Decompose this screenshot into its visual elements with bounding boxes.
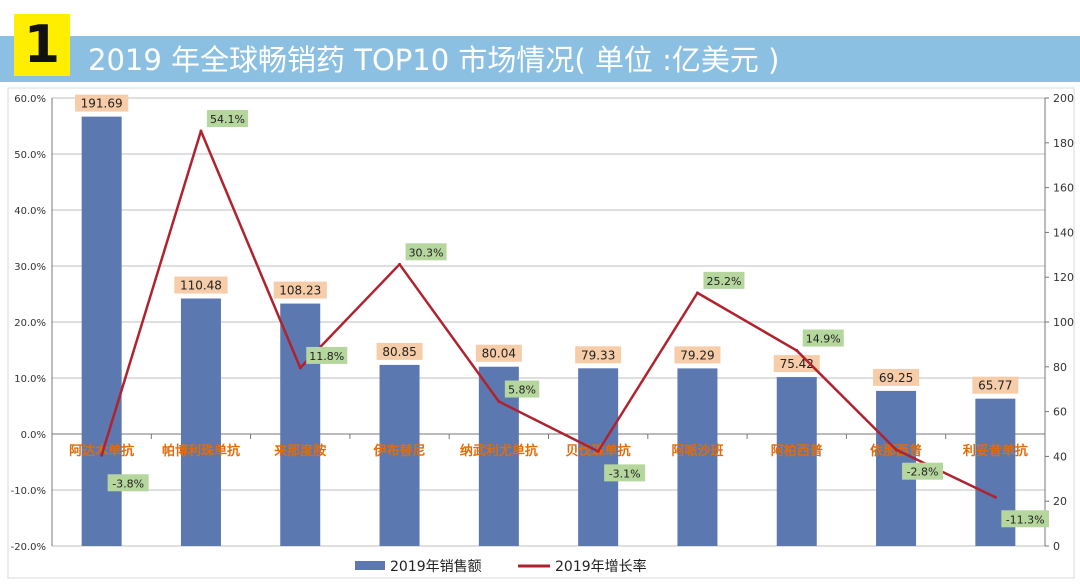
right-axis-tick-label: 80 <box>1053 361 1067 374</box>
category-label: 阿达木单抗 <box>69 443 134 459</box>
growth-rate-point <box>795 349 799 353</box>
line-value-label-bg <box>703 271 745 289</box>
left-axis-tick-label: -10.0% <box>11 486 46 497</box>
line-value-label-bg <box>902 462 944 480</box>
line-value-label: 25.2% <box>706 275 741 288</box>
bar-value-label-bg <box>674 346 721 364</box>
bar-value-label: 191.69 <box>81 97 123 111</box>
bar-value-label: 69.25 <box>879 371 913 385</box>
title-bar <box>0 36 1080 82</box>
right-axis-tick-label: 140 <box>1053 226 1074 239</box>
bar-value-label-bg <box>75 94 129 112</box>
line-value-label: 5.8% <box>508 384 536 397</box>
right-axis-tick-label: 40 <box>1053 450 1067 463</box>
category-label: 帕博利珠单抗 <box>162 443 240 459</box>
line-value-label: 11.8% <box>309 350 344 363</box>
line-value-label-bg <box>1001 510 1049 528</box>
line-value-label-bg <box>206 110 248 128</box>
header: 1 2019 年全球畅销药 TOP10 市场情况( 单位 :亿美元 ) <box>0 0 1080 86</box>
line-value-label: -2.8% <box>907 466 939 479</box>
line-value-label-bg <box>504 380 540 398</box>
growth-rate-point <box>199 129 203 133</box>
left-axis-tick-label: 10.0% <box>14 374 46 385</box>
growth-rate-point <box>497 400 501 404</box>
right-axis-tick-label: 20 <box>1053 495 1067 508</box>
legend-line-label: 2019年增长率 <box>555 558 647 575</box>
line-value-label-bg <box>107 474 149 492</box>
bar <box>280 303 321 546</box>
bar-value-label: 110.48 <box>180 279 222 293</box>
right-axis-tick-label: 0 <box>1053 540 1060 553</box>
right-axis-tick-label: 160 <box>1053 182 1074 195</box>
right-axis-tick-label: 180 <box>1053 137 1074 150</box>
left-axis-tick-label: 40.0% <box>14 206 46 217</box>
bar-value-label-bg <box>873 368 920 386</box>
growth-rate-point <box>596 449 600 453</box>
legend-bar-label: 2019年销售额 <box>390 559 482 575</box>
line-value-label: -11.3% <box>1006 513 1045 526</box>
bar-value-label-bg <box>376 342 423 360</box>
chart-frame <box>7 87 1075 579</box>
right-axis-tick-label: 60 <box>1053 406 1067 419</box>
left-axis-tick-label: 0.0% <box>21 430 46 441</box>
bar-value-label: 65.77 <box>978 379 1012 393</box>
bar-value-label: 80.85 <box>382 345 416 359</box>
bar-value-label-bg <box>174 276 228 294</box>
category-label: 伊布替尼 <box>373 443 426 459</box>
growth-rate-line <box>100 129 996 499</box>
bar-value-label: 79.29 <box>680 348 714 362</box>
category-label: 利妥昔单抗 <box>963 443 1028 459</box>
line-value-label: 14.9% <box>806 333 841 346</box>
line-value-label-bg <box>604 464 646 482</box>
bar <box>379 364 420 546</box>
growth-rate-point <box>100 453 104 457</box>
line-value-label: -3.8% <box>112 477 144 490</box>
line-value-label: 54.1% <box>210 113 245 126</box>
line-value-label: 30.3% <box>409 246 444 259</box>
category-label: 来那度胺 <box>273 443 326 459</box>
right-axis-tick-label: 120 <box>1053 271 1074 284</box>
bar-value-label-bg <box>972 376 1019 394</box>
line-value-label: -3.1% <box>609 467 641 480</box>
left-axis-tick-label: 20.0% <box>14 318 46 329</box>
line-value-label-bg <box>802 329 844 347</box>
bar-value-label: 108.23 <box>279 284 321 298</box>
bar <box>677 368 718 546</box>
growth-rate-point <box>298 366 302 370</box>
left-axis-tick-label: 60.0% <box>14 94 46 105</box>
line-value-label-bg <box>306 346 348 364</box>
category-label: 阿柏西普 <box>771 443 823 459</box>
growth-rate-point <box>695 291 699 295</box>
bar <box>776 377 817 546</box>
right-axis-tick-label: 100 <box>1053 316 1074 329</box>
growth-rate-point <box>993 495 997 499</box>
bar <box>578 368 619 546</box>
left-axis-tick-label: 50.0% <box>14 150 46 161</box>
bar-value-label-bg <box>273 281 327 299</box>
chart-title: 2019 年全球畅销药 TOP10 市场情况( 单位 :亿美元 ) <box>88 43 780 77</box>
legend-bar-swatch <box>355 561 385 570</box>
category-label: 阿哌沙班 <box>671 443 723 459</box>
bar <box>180 298 221 546</box>
left-axis-tick-label: 30.0% <box>14 262 46 273</box>
bar-value-label: 79.33 <box>581 348 615 362</box>
growth-rate-point <box>894 448 898 452</box>
bar-value-label-bg <box>475 344 522 362</box>
line-value-label-bg <box>405 243 447 261</box>
growth-rate-point <box>398 262 402 266</box>
bar-value-label-bg <box>773 355 820 373</box>
section-number-badge: 1 <box>14 14 70 76</box>
bar-value-label-bg <box>575 346 622 364</box>
category-label: 纳武利尤单抗 <box>460 443 538 459</box>
left-axis-tick-label: -20.0% <box>11 542 46 553</box>
right-axis-tick-label: 200 <box>1053 92 1074 105</box>
bar-value-label: 80.04 <box>482 347 516 361</box>
